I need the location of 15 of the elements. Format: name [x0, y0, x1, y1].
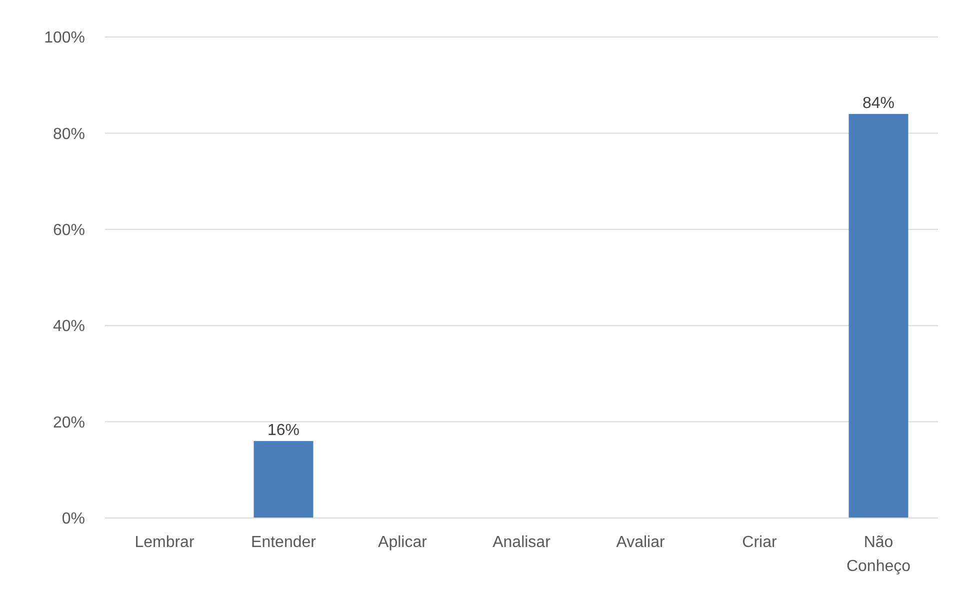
y-tick-label: 100% [44, 30, 85, 47]
x-tick-label: Entender [251, 534, 317, 551]
y-tick-label: 20% [52, 414, 85, 432]
x-tick-label: Não Conheço [846, 534, 911, 575]
y-tick-label: 0% [62, 510, 85, 528]
y-tick-label: 60% [52, 222, 85, 239]
x-tick-label: Analisar [492, 534, 552, 551]
y-tick-label: 40% [52, 318, 85, 336]
x-tick-label: Criar [742, 534, 778, 551]
x-tick-label: Lembrar [134, 534, 195, 551]
data-label: 16% [267, 422, 300, 440]
y-tick-label: 80% [52, 126, 85, 143]
data-label: 84% [862, 94, 895, 112]
x-tick-label: Aplicar [378, 534, 428, 551]
x-tick-label: Avaliar [616, 534, 666, 551]
